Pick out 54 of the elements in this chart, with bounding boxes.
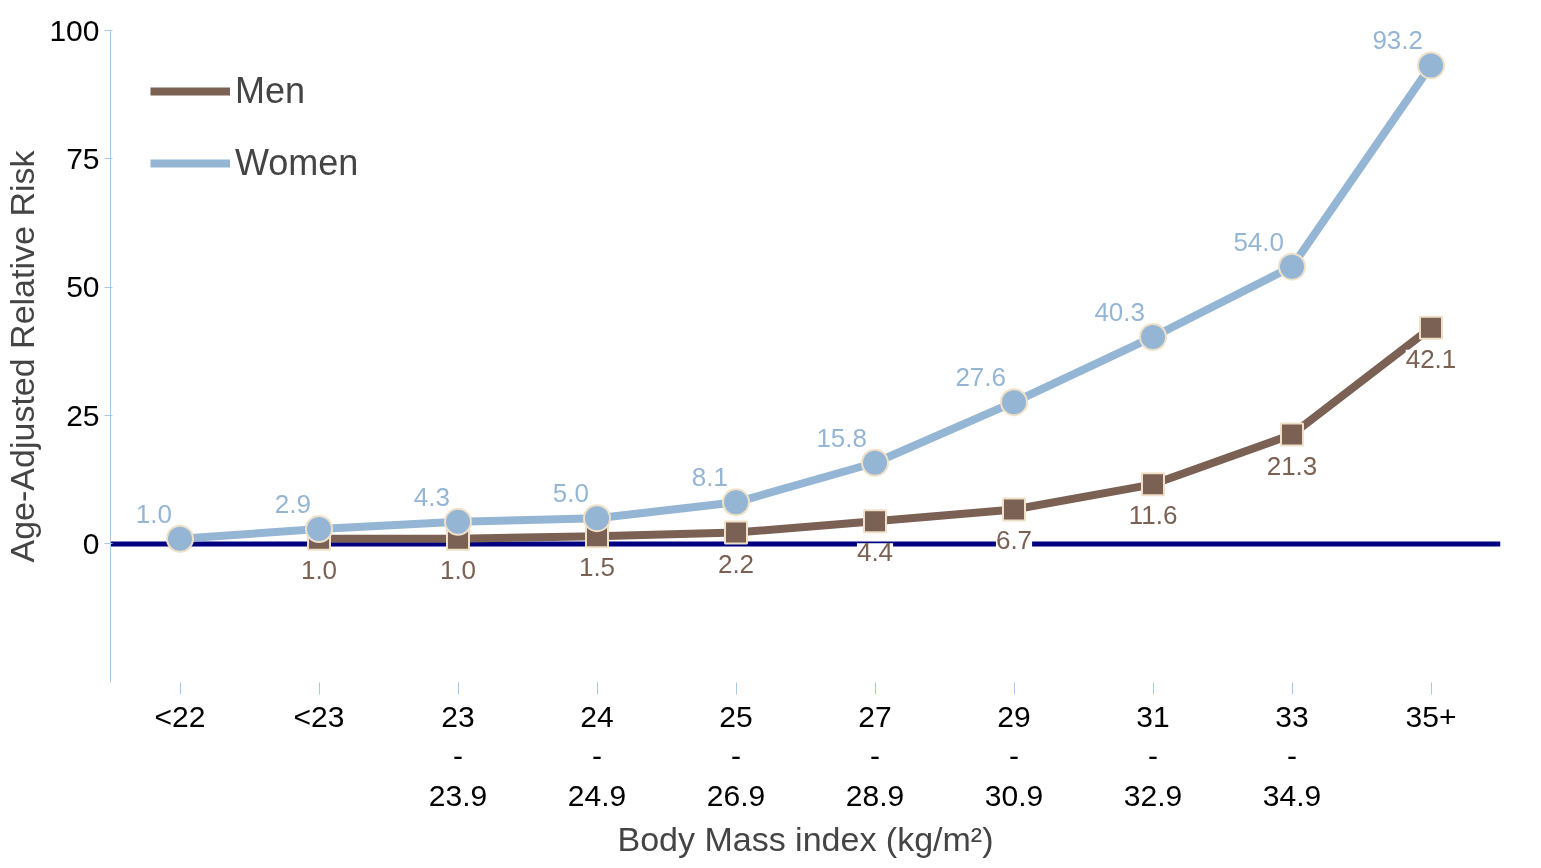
legend-label: Men [235, 70, 306, 112]
data-label: 1.0 [300, 554, 338, 585]
x-tick-label: 35+ [1405, 699, 1457, 733]
x-tick-label: 27 - 28.9 [845, 699, 905, 812]
x-tick-label: 31 - 32.9 [1123, 699, 1183, 812]
data-label: 8.1 [691, 462, 729, 493]
point [305, 515, 333, 543]
point [444, 507, 472, 536]
point [1139, 323, 1167, 351]
x-tick-label: <23 [293, 699, 345, 733]
point [1280, 422, 1304, 447]
point [722, 488, 750, 517]
data-label: 93.2 [1372, 25, 1424, 56]
data-label: 4.3 [413, 481, 451, 512]
legend-label: Women [235, 142, 359, 184]
point [724, 520, 748, 545]
y-axis-title: Age-Adjusted Relative Risk [3, 149, 42, 563]
data-label: 40.3 [1094, 296, 1146, 327]
data-label: 1.0 [135, 498, 173, 529]
data-label: 11.6 [1128, 500, 1178, 531]
x-tick-label: 25 - 26.9 [706, 699, 766, 812]
data-label: 6.7 [995, 525, 1033, 556]
point [1141, 472, 1165, 497]
point [1002, 497, 1026, 522]
data-label: 2.9 [274, 489, 312, 519]
point [1000, 388, 1028, 417]
data-label: 15.8 [816, 422, 868, 453]
point [166, 524, 194, 553]
data-label: 27.6 [955, 362, 1007, 393]
data-label: 54.0 [1233, 226, 1285, 257]
point [1278, 252, 1306, 281]
y-tick-label: 75 [66, 141, 100, 175]
y-tick-label: 100 [49, 13, 100, 47]
x-tick-label: <22 [154, 699, 206, 733]
x-tick-label: 33 - 34.9 [1262, 699, 1322, 812]
x-tick-label: 29 - 30.9 [984, 699, 1044, 812]
point [863, 509, 887, 534]
y-tick-label: 25 [66, 398, 100, 432]
data-label: 4.4 [856, 537, 894, 568]
y-tick-label: 50 [66, 270, 100, 304]
x-tick-label: 23 - 23.9 [428, 699, 488, 812]
x-tick-label: 24 - 24.9 [567, 699, 627, 812]
data-label: 42.1 [1405, 343, 1457, 374]
point [1419, 315, 1443, 340]
data-label: 21.3 [1266, 450, 1318, 481]
point [583, 504, 611, 533]
point [861, 448, 889, 477]
data-label: 1.0 [439, 554, 477, 585]
data-label: 5.0 [552, 478, 590, 509]
data-label: 2.2 [717, 548, 755, 579]
x-axis-title: Body Mass index (kg/m²) [617, 819, 994, 858]
point [1417, 51, 1445, 80]
y-tick-label: 0 [82, 526, 100, 560]
data-label: 1.5 [578, 552, 616, 583]
